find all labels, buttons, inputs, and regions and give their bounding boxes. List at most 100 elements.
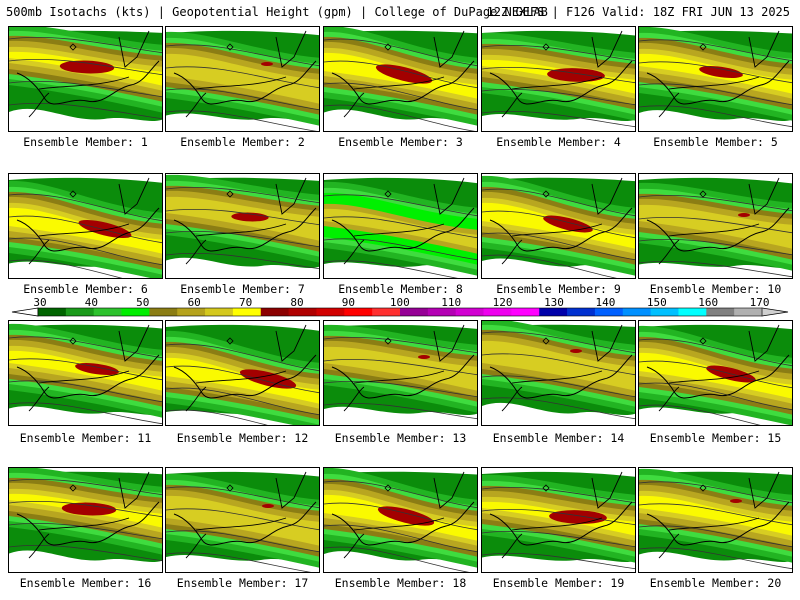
ensemble-member-map <box>481 320 636 426</box>
ensemble-member-map <box>165 467 320 573</box>
colorbar-swatch <box>622 308 652 316</box>
colorbar-swatch <box>149 308 178 316</box>
ensemble-member-map <box>481 26 636 132</box>
colorbar-swatch <box>260 308 290 316</box>
colorbar-swatch <box>483 308 512 316</box>
colorbar-tick-label: 100 <box>390 298 410 309</box>
ensemble-member-label: Ensemble Member: 9 <box>496 282 621 296</box>
ensemble-member-label: Ensemble Member: 17 <box>176 576 309 590</box>
colorbar-swatch <box>427 308 457 316</box>
colorbar-swatch <box>232 308 262 316</box>
header-title: 500mb Isotachs (kts) | Geopotential Heig… <box>6 5 548 19</box>
colorbar-tick-label: 110 <box>441 298 461 309</box>
ensemble-member-label: Ensemble Member: 12 <box>176 431 309 445</box>
colorbar-swatch <box>372 308 401 316</box>
ensemble-member-label: Ensemble Member: 15 <box>649 431 782 445</box>
ensemble-member-map <box>8 320 163 426</box>
colorbar-swatch <box>316 308 345 316</box>
colorbar-tick-label: 120 <box>493 298 513 309</box>
ensemble-member-map <box>481 173 636 279</box>
ensemble-member-map <box>165 26 320 132</box>
ensemble-member-map <box>638 173 793 279</box>
colorbar-tick-label: 50 <box>136 298 149 309</box>
colorbar-tick-label: 30 <box>33 298 46 309</box>
colorbar-tick-label: 150 <box>647 298 667 309</box>
ensemble-member-label: Ensemble Member: 20 <box>649 576 782 590</box>
ensemble-member-label: Ensemble Member: 5 <box>653 135 778 149</box>
isotach-colorbar: 30 40 50 60 70 80 90 100 110 120 130 140 150 160 170 <box>0 298 800 320</box>
ensemble-member-label: Ensemble Member: 19 <box>492 576 625 590</box>
diamond-icon <box>542 337 550 345</box>
diamond-icon <box>384 43 392 51</box>
ensemble-member-map <box>638 320 793 426</box>
colorbar-tick-label: 60 <box>188 298 201 309</box>
ensemble-member-map <box>8 173 163 279</box>
ensemble-member-map <box>638 26 793 132</box>
diamond-icon <box>384 484 392 492</box>
colorbar-tick-label: 130 <box>544 298 564 309</box>
ensemble-member-map <box>8 26 163 132</box>
colorbar-swatch <box>455 308 484 316</box>
diamond-icon <box>384 337 392 345</box>
ensemble-member-label: Ensemble Member: 8 <box>338 282 463 296</box>
diamond-icon <box>69 337 77 345</box>
ensemble-member-label: Ensemble Member: 10 <box>649 282 782 296</box>
colorbar-swatch <box>650 308 679 316</box>
ensemble-member-map <box>638 467 793 573</box>
colorbar-swatch <box>511 308 540 316</box>
ensemble-member-map <box>165 320 320 426</box>
ensemble-member-map <box>323 173 478 279</box>
ensemble-member-label: Ensemble Member: 11 <box>19 431 152 445</box>
ensemble-member-label: Ensemble Member: 16 <box>19 576 152 590</box>
colorbar-swatch <box>177 308 206 316</box>
diamond-icon <box>226 190 234 198</box>
diamond-icon <box>542 484 550 492</box>
colorbar-tick-label: 80 <box>290 298 303 309</box>
colorbar-swatch <box>539 308 568 316</box>
page-header: 500mb Isotachs (kts) | Geopotential Heig… <box>6 5 796 23</box>
diamond-icon <box>69 484 77 492</box>
colorbar-tick-label: 160 <box>698 298 718 309</box>
ensemble-member-map <box>323 467 478 573</box>
ensemble-member-map <box>8 467 163 573</box>
diamond-icon <box>226 484 234 492</box>
colorbar-swatch <box>65 308 95 316</box>
colorbar-tick-label: 40 <box>85 298 98 309</box>
colorbar-swatch <box>734 308 763 316</box>
colorbar-swatch <box>400 308 429 316</box>
ensemble-member-label: Ensemble Member: 18 <box>334 576 467 590</box>
ensemble-member-label: Ensemble Member: 7 <box>180 282 305 296</box>
colorbar-swatch <box>205 308 234 316</box>
colorbar-tick-label: 90 <box>342 298 355 309</box>
diamond-icon <box>542 43 550 51</box>
diamond-icon <box>226 43 234 51</box>
ensemble-member-map <box>323 320 478 426</box>
ensemble-member-label: Ensemble Member: 3 <box>338 135 463 149</box>
colorbar-swatch <box>706 308 735 316</box>
colorbar-swatch <box>594 308 624 316</box>
diamond-icon <box>699 337 707 345</box>
ensemble-member-label: Ensemble Member: 2 <box>180 135 305 149</box>
ensemble-member-map <box>481 467 636 573</box>
diamond-icon <box>384 190 392 198</box>
colorbar-swatch <box>93 308 122 316</box>
ensemble-member-label: Ensemble Member: 13 <box>334 431 467 445</box>
diamond-icon <box>699 190 707 198</box>
ensemble-member-map <box>323 26 478 132</box>
colorbar-tick-label: 70 <box>239 298 252 309</box>
colorbar-swatch <box>678 308 707 316</box>
colorbar-swatch <box>344 308 373 316</box>
diamond-icon <box>699 43 707 51</box>
colorbar-tick-label: 170 <box>750 298 770 309</box>
ensemble-member-label: Ensemble Member: 14 <box>492 431 625 445</box>
diamond-icon <box>69 190 77 198</box>
header-valid-time: 12Z GEFS | F126 Valid: 18Z FRI JUN 13 20… <box>486 5 790 19</box>
diamond-icon <box>226 337 234 345</box>
ensemble-member-label: Ensemble Member: 6 <box>23 282 148 296</box>
colorbar-swatch <box>38 308 67 316</box>
ensemble-member-label: Ensemble Member: 4 <box>496 135 621 149</box>
colorbar-swatch <box>567 308 596 316</box>
ensemble-member-map <box>165 173 320 279</box>
diamond-icon <box>699 484 707 492</box>
colorbar-swatch <box>288 308 317 316</box>
